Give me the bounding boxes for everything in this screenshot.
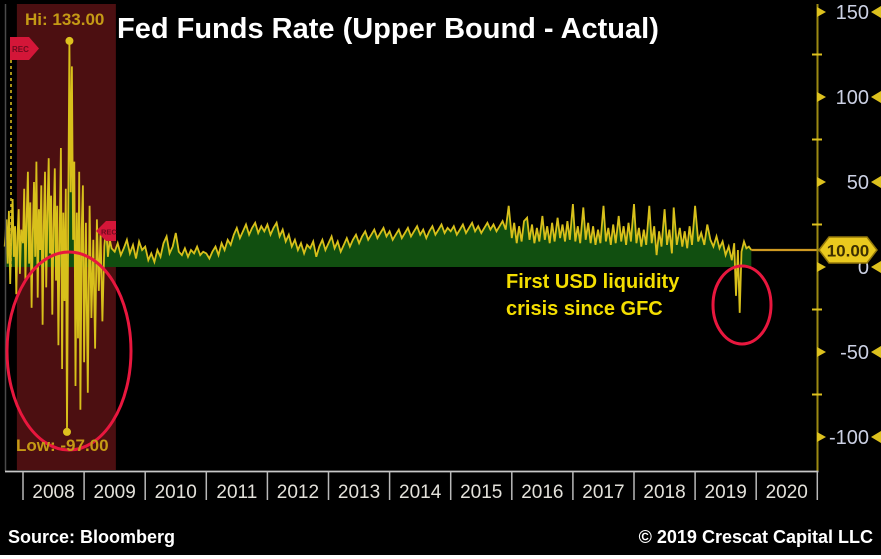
copyright-label: © 2019 Crescat Capital LLC [638,527,873,547]
chart-generated-layer: 150 100 50 0 -50 -100 2008 2009 2010 2011 2012 2013… [3,2,881,503]
low-point-dot [62,427,71,436]
x-year-label: 2009 [94,482,136,503]
x-year-label: 2015 [460,482,502,503]
chart-title: Fed Funds Rate (Upper Bound - Actual) [117,13,659,45]
data-line [3,40,753,432]
rec-flag-end: REC [96,221,117,241]
x-year-label: 2014 [399,482,442,503]
rec-flag-start-shape [10,37,39,60]
y-edge-tick [871,176,881,188]
last-value-badge-label: 10.00 [827,242,870,261]
y-tick-label: -50 [840,342,869,364]
x-year-label: 2017 [582,482,624,503]
repo-crisis-circle [711,264,773,346]
crisis-annotation: First USD liquidity crisis since GFC [506,269,679,323]
y-edge-tick [871,6,881,18]
y-major-tick [817,7,826,17]
x-year-label: 2012 [277,482,319,503]
x-year-label: 2008 [32,482,74,503]
y-tick-label: 100 [836,87,869,109]
y-major-tick [817,262,826,272]
high-value-label: Hi: 133.00 [25,10,105,29]
x-year-label: 2011 [216,482,257,503]
y-edge-tick [871,346,881,358]
x-year-label: 2018 [643,482,685,503]
low-value-label: Low: -97.00 [16,436,109,455]
rec-flag-end-shape [96,221,116,241]
y-edge-tick [871,261,881,273]
crisis-annotation-line1: First USD liquidity [506,271,680,293]
y-major-tick [817,177,826,187]
y-tick-label: 50 [847,172,869,194]
x-year-label: 2016 [521,482,563,503]
y-major-tick [817,347,826,357]
last-value-badge-shape [818,236,878,264]
y-major-tick [817,92,826,102]
y-tick-label: -100 [829,427,869,449]
y-tick-label: 150 [836,2,869,24]
x-year-label: 2010 [155,482,197,503]
x-year-label: 2020 [766,482,808,503]
rec-flag-start-label: REC [12,45,29,54]
gfc-crisis-circle [5,250,133,452]
y-edge-tick [871,91,881,103]
crisis-annotation-line2: crisis since GFC [506,298,663,320]
y-edge-tick [871,431,881,443]
source-label: Source: Bloomberg [8,527,176,547]
x-year-label: 2019 [705,482,747,503]
rec-flag-end-label: REC [101,228,117,237]
high-point-dot [65,36,74,45]
y-tick-label: 0 [858,257,869,279]
bottom-border-strip [0,555,881,559]
y-major-tick [817,432,826,442]
x-year-label: 2013 [338,482,380,503]
rec-flag-start: REC [10,37,39,60]
last-value-badge: 10.00 [818,236,878,264]
